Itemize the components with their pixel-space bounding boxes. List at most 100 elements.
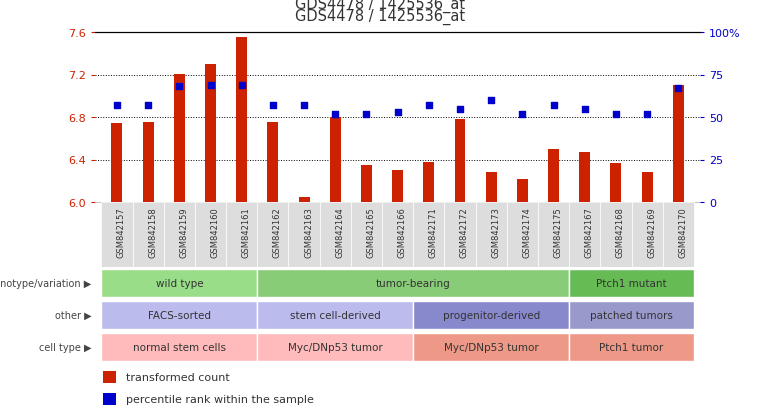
Bar xyxy=(174,75,185,202)
Text: patched tumors: patched tumors xyxy=(590,310,673,320)
Bar xyxy=(101,202,132,267)
Bar xyxy=(600,202,632,267)
Text: transformed count: transformed count xyxy=(126,372,229,382)
Bar xyxy=(142,123,154,202)
Point xyxy=(236,82,248,89)
Text: GSM842167: GSM842167 xyxy=(584,207,594,258)
Text: GSM842160: GSM842160 xyxy=(211,207,219,258)
Text: normal stem cells: normal stem cells xyxy=(133,342,226,352)
Point xyxy=(610,111,622,118)
Point xyxy=(641,111,653,118)
Text: GSM842175: GSM842175 xyxy=(553,207,562,258)
Bar xyxy=(673,86,683,202)
Point xyxy=(174,84,186,90)
Text: wild type: wild type xyxy=(155,278,203,288)
Text: GSM842162: GSM842162 xyxy=(273,207,282,258)
Bar xyxy=(267,123,279,202)
Bar xyxy=(538,202,569,267)
Point xyxy=(205,82,217,89)
Bar xyxy=(413,333,569,361)
Point xyxy=(454,106,466,112)
Bar xyxy=(486,173,497,202)
Text: stem cell-derived: stem cell-derived xyxy=(290,310,380,320)
Bar xyxy=(351,202,382,267)
Text: GSM842169: GSM842169 xyxy=(647,207,656,258)
Text: GSM842166: GSM842166 xyxy=(398,207,406,258)
Bar xyxy=(164,202,195,267)
Bar xyxy=(103,393,116,405)
Bar xyxy=(195,202,226,267)
Text: cell type ▶: cell type ▶ xyxy=(39,342,91,352)
Bar xyxy=(257,301,413,330)
Bar xyxy=(257,202,288,267)
Bar xyxy=(610,163,622,202)
Text: FACS-sorted: FACS-sorted xyxy=(148,310,211,320)
Bar xyxy=(298,197,310,202)
Text: Ptch1 tumor: Ptch1 tumor xyxy=(600,342,664,352)
Text: GDS4478 / 1425536_at: GDS4478 / 1425536_at xyxy=(295,9,466,25)
Point xyxy=(672,85,684,92)
Point xyxy=(392,109,404,116)
Point xyxy=(298,102,310,109)
Bar xyxy=(288,202,320,267)
Text: genotype/variation ▶: genotype/variation ▶ xyxy=(0,278,91,288)
Bar xyxy=(517,179,528,202)
Text: GSM842157: GSM842157 xyxy=(117,207,126,258)
Bar xyxy=(132,202,164,267)
Bar xyxy=(392,171,403,202)
Bar xyxy=(548,150,559,202)
Bar xyxy=(423,162,435,202)
Bar xyxy=(112,124,123,202)
Bar xyxy=(663,202,694,267)
Text: GSM842161: GSM842161 xyxy=(242,207,250,258)
Text: GDS4478 / 1425536_at: GDS4478 / 1425536_at xyxy=(295,0,466,13)
Bar xyxy=(236,38,247,202)
Bar xyxy=(632,202,663,267)
Bar xyxy=(476,202,507,267)
Bar xyxy=(507,202,538,267)
Text: GSM842159: GSM842159 xyxy=(180,207,188,258)
Text: GSM842165: GSM842165 xyxy=(367,207,375,258)
Bar xyxy=(330,118,341,202)
Text: other ▶: other ▶ xyxy=(55,310,91,320)
Bar xyxy=(101,269,257,298)
Point xyxy=(111,102,123,109)
Bar xyxy=(569,269,694,298)
Bar xyxy=(226,202,257,267)
Text: percentile rank within the sample: percentile rank within the sample xyxy=(126,394,314,404)
Point xyxy=(578,106,591,112)
Text: GSM842173: GSM842173 xyxy=(491,207,500,258)
Bar xyxy=(103,371,116,383)
Bar xyxy=(642,173,653,202)
Text: GSM842171: GSM842171 xyxy=(428,207,438,258)
Text: GSM842163: GSM842163 xyxy=(304,207,313,258)
Bar xyxy=(413,301,569,330)
Point xyxy=(547,102,559,109)
Bar xyxy=(569,202,600,267)
Text: GSM842168: GSM842168 xyxy=(616,207,625,258)
Point xyxy=(142,102,154,109)
Text: progenitor-derived: progenitor-derived xyxy=(443,310,540,320)
Point xyxy=(330,111,342,118)
Bar xyxy=(361,166,372,202)
Bar xyxy=(413,202,444,267)
Point xyxy=(267,102,279,109)
Bar xyxy=(382,202,413,267)
Text: Myc/DNp53 tumor: Myc/DNp53 tumor xyxy=(444,342,539,352)
Bar xyxy=(569,333,694,361)
Bar xyxy=(205,65,216,202)
Text: GSM842172: GSM842172 xyxy=(460,207,469,258)
Bar xyxy=(444,202,476,267)
Point xyxy=(485,97,497,104)
Point xyxy=(422,102,435,109)
Bar xyxy=(320,202,351,267)
Bar xyxy=(257,269,569,298)
Text: tumor-bearing: tumor-bearing xyxy=(376,278,451,288)
Bar xyxy=(257,333,413,361)
Text: GSM842158: GSM842158 xyxy=(148,207,157,258)
Text: Ptch1 mutant: Ptch1 mutant xyxy=(596,278,667,288)
Bar xyxy=(569,301,694,330)
Text: Myc/DNp53 tumor: Myc/DNp53 tumor xyxy=(288,342,383,352)
Bar xyxy=(579,153,591,202)
Point xyxy=(361,111,373,118)
